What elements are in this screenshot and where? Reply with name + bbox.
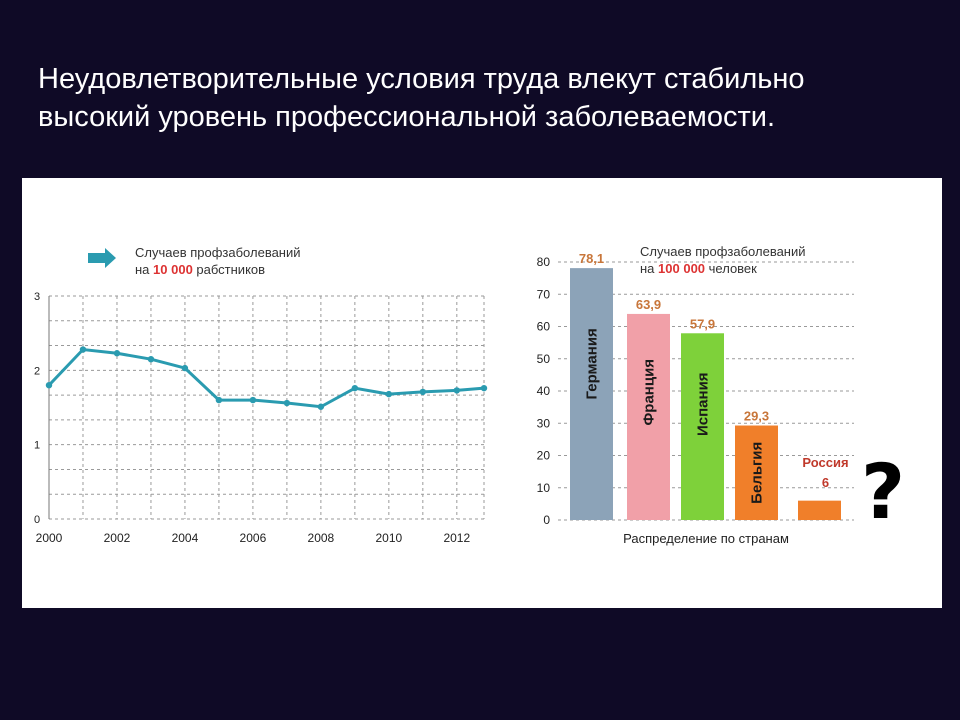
line-legend-line-1: Случаев профзаболеваний [135,245,301,260]
bar-y-tick-label: 80 [537,255,551,269]
line-point [453,387,461,394]
line-y-tick-label: 0 [34,514,40,526]
line-x-tick-label: 2004 [172,531,199,545]
line-x-tick-label: 2002 [104,531,131,545]
line-point [181,364,189,372]
bar-legend-line-2: на 100 000 человек [640,261,757,276]
bar-value-label: 63,9 [636,297,661,312]
bar-y-tick-label: 40 [537,384,551,398]
bar-y-tick-label: 70 [537,287,551,301]
bar-value-label: 78,1 [579,251,604,266]
charts-panel: 0 1 2 3 2000 2002 2004 2006 2008 2010 2012 Случаев … [22,178,942,608]
bar-category-label: Россия [802,455,848,470]
line-point [79,346,87,353]
bar-y-tick-label: 0 [543,513,550,527]
bar-value-label: 29,3 [744,409,769,424]
bar-5 [798,500,841,520]
line-legend-line-2: на 10 000 рабстников [135,262,265,277]
line-y-tick-label: 1 [34,440,40,452]
line-legend-line-2-part-1: 10 000 [153,262,193,277]
line-y-tick-label: 3 [34,291,40,303]
bar-y-tick-label: 10 [537,481,551,495]
line-point [215,396,223,404]
bar-1 [570,268,613,520]
bar-2 [627,313,670,520]
line-point [147,355,155,363]
line-series-line [47,347,485,409]
bar-4 [735,425,778,520]
line-point [480,384,488,392]
line-x-tick-label: 2012 [443,531,470,545]
line-x-tick-label: 2008 [308,531,335,545]
slide-title: Неудовлетворительные условия труда влеку… [38,60,928,136]
bar-category-label: Германия [584,328,601,399]
question-mark-annotation: ? [861,447,905,536]
bar-value-label: 57,9 [690,316,715,331]
bar-value-label: 6 [822,475,829,490]
arrow-right-icon [88,248,116,268]
line-y-tick-label: 2 [34,365,40,377]
bar-y-tick-label: 50 [537,352,551,366]
bar-3 [681,333,724,520]
bar-y-tick-label: 20 [537,449,551,463]
line-point [283,399,291,407]
line-point [45,382,53,389]
bar-category-label: Франция [641,359,658,426]
bar-legend-line-1: Случаев профзаболеваний [640,244,806,259]
bar-x-axis-label: Распределение по странам [623,531,789,546]
line-x-tick-label: 2006 [240,531,267,545]
line-point [317,403,325,410]
bar-category-label: Бельгия [749,442,766,504]
line-point [249,396,257,404]
line-x-tick-label: 2010 [375,531,402,545]
line-x-tick-label: 2000 [36,531,63,545]
line-point [113,350,121,357]
bar-legend-line-2-part-0: на [640,261,658,276]
line-point [419,388,427,396]
bar-category-label: Испания [695,372,712,436]
slide-title-line-1: Неудовлетворительные условия труда влеку… [38,63,805,95]
bar-legend-line-2-part-1: 100 000 [658,261,705,276]
line-point [351,384,359,392]
bar-legend-line-2-part-2: человек [705,261,757,276]
line-legend-line-2-part-0: на [135,262,153,277]
bar-y-tick-label: 60 [537,320,551,334]
slide-title-line-2: высокий уровень профессиональной заболев… [38,101,776,133]
line-legend-line-2-part-2: рабстников [193,262,265,277]
bar-y-tick-label: 30 [537,416,551,430]
line-point [385,390,393,398]
